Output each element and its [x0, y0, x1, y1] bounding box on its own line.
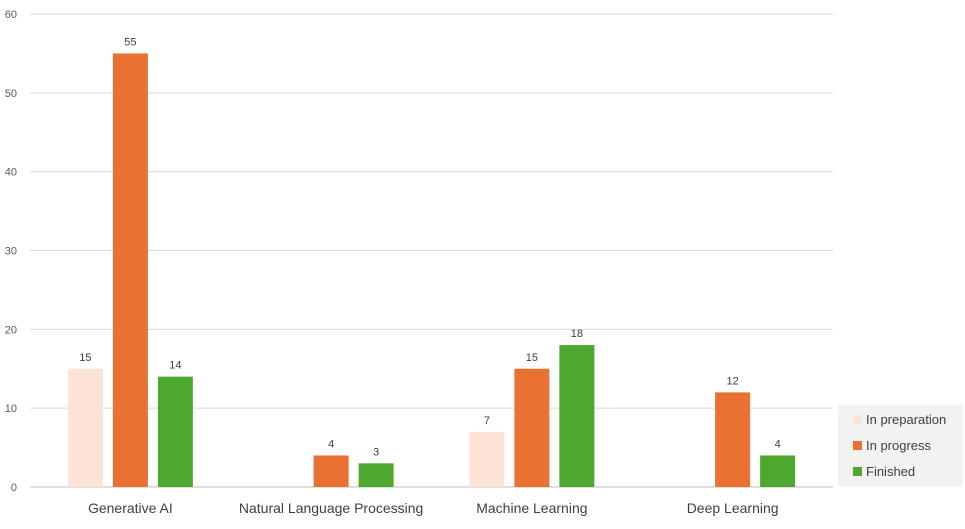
legend-entry-label: In preparation — [866, 412, 946, 427]
y-tick-label: 30 — [5, 246, 17, 258]
y-tick-label: 20 — [5, 324, 17, 336]
category-label: Machine Learning — [476, 500, 587, 516]
data-label: 14 — [169, 360, 181, 372]
bar-in-preparation — [469, 431, 505, 487]
bar-finished — [559, 345, 595, 487]
bar-in-progress — [313, 455, 349, 487]
bar-in-preparation — [67, 368, 103, 487]
legend-swatch — [853, 415, 862, 424]
grid-layer — [30, 13, 833, 488]
data-label: 3 — [373, 446, 379, 458]
legend-entry-label: Finished — [866, 464, 915, 479]
data-label: 15 — [79, 352, 91, 364]
data-label: 7 — [484, 415, 490, 427]
data-label: 4 — [328, 438, 334, 450]
y-tick-label: 50 — [5, 88, 17, 100]
y-axis-ticks: 0 10 20 30 40 50 60 — [5, 9, 17, 494]
bar-in-progress — [715, 392, 751, 487]
data-label: 4 — [775, 438, 781, 450]
y-tick-label: 0 — [11, 482, 17, 494]
y-tick-label: 40 — [5, 167, 17, 179]
bars-layer — [67, 53, 796, 488]
y-tick-label: 10 — [5, 403, 17, 415]
bar-finished — [358, 463, 394, 487]
bar-in-progress — [112, 53, 148, 488]
legend: In preparation In progress Finished — [838, 405, 963, 486]
data-labels-layer: 15 55 14 4 3 7 15 18 12 4 — [79, 36, 780, 458]
data-label: 55 — [124, 36, 136, 48]
legend-entry-label: In progress — [866, 438, 932, 453]
bar-finished — [157, 376, 193, 487]
bar-finished — [760, 455, 796, 487]
category-label: Natural Language Processing — [239, 500, 423, 516]
legend-swatch — [853, 441, 862, 450]
legend-swatch — [853, 467, 862, 476]
category-label: Generative AI — [88, 500, 173, 516]
data-label: 12 — [727, 375, 739, 387]
data-label: 18 — [571, 328, 583, 340]
x-axis-categories: Generative AI Natural Language Processing… — [88, 500, 779, 516]
y-tick-label: 60 — [5, 9, 17, 21]
category-label: Deep Learning — [687, 500, 779, 516]
bar-in-progress — [514, 368, 550, 487]
data-label: 15 — [526, 352, 538, 364]
